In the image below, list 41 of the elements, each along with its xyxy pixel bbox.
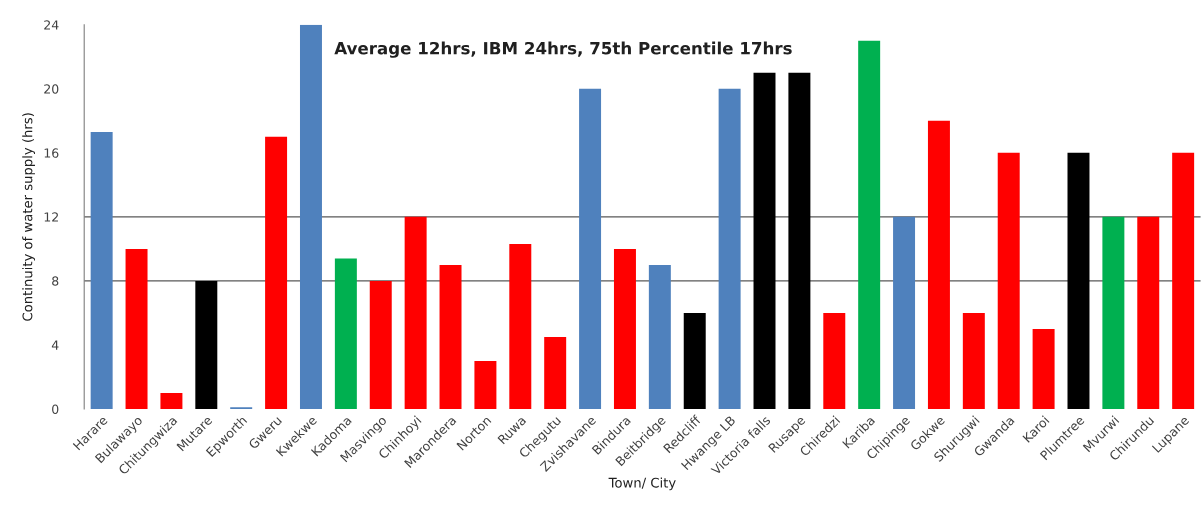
bar xyxy=(1067,152,1090,409)
bar xyxy=(962,312,985,409)
x-axis-title: Town/ City xyxy=(608,477,676,491)
bar xyxy=(613,248,636,409)
bar xyxy=(369,280,392,409)
bar xyxy=(439,264,462,409)
bar xyxy=(1032,328,1055,409)
bar xyxy=(195,280,218,409)
bar xyxy=(858,40,881,409)
bar xyxy=(299,24,322,409)
bar xyxy=(1172,152,1195,409)
bar xyxy=(579,88,602,409)
y-tick-label: 24 xyxy=(44,20,59,30)
y-tick-label: 4 xyxy=(51,340,59,350)
bar xyxy=(334,258,357,409)
bar xyxy=(265,136,288,409)
bar xyxy=(648,264,671,409)
y-tick-label: 0 xyxy=(52,404,59,414)
y-tick-label: 20 xyxy=(44,84,59,94)
bar xyxy=(893,216,916,409)
bar xyxy=(1137,216,1160,409)
annotation: Average 12hrs, IBM 24hrs, 75th Percentile 17hrs xyxy=(334,41,792,58)
bar xyxy=(927,120,950,409)
y-tick-label: 12 xyxy=(44,212,58,222)
y-axis-title: Continuity of water supply (hrs) xyxy=(22,113,35,321)
bar xyxy=(997,152,1020,409)
bar xyxy=(788,72,811,409)
bar xyxy=(683,312,706,409)
bar xyxy=(1102,216,1125,409)
y-tick-label: 8 xyxy=(52,276,59,286)
bar xyxy=(718,88,741,409)
bar xyxy=(474,360,497,409)
bar xyxy=(544,336,567,409)
bar xyxy=(753,72,776,409)
y-tick-label: 16 xyxy=(44,148,59,158)
bar xyxy=(125,248,148,409)
bar xyxy=(404,216,427,409)
bar xyxy=(509,244,532,409)
bar xyxy=(90,132,113,409)
bar xyxy=(823,312,846,409)
bar xyxy=(160,392,183,409)
